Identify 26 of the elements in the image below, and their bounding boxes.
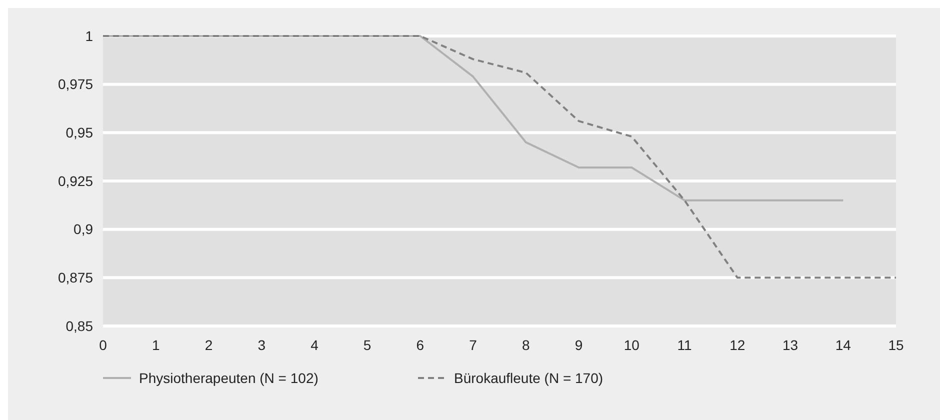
x-tick-label: 4 xyxy=(310,337,319,353)
x-tick-label: 12 xyxy=(730,337,746,353)
x-tick-label: 2 xyxy=(204,337,213,353)
x-tick-label: 0 xyxy=(99,337,108,353)
y-tick-label: 0,925 xyxy=(58,172,94,189)
x-tick-label: 15 xyxy=(888,337,904,353)
x-tick-label: 1 xyxy=(152,337,160,353)
legend-label: Physiotherapeuten (N = 102) xyxy=(139,370,318,386)
legend-label: Bürokaufleute (N = 170) xyxy=(454,370,604,386)
x-tick-label: 9 xyxy=(574,337,583,353)
y-tick-label: 0,975 xyxy=(58,76,94,92)
x-tick-label: 13 xyxy=(782,337,798,353)
x-tick-label: 14 xyxy=(835,337,852,353)
x-tick-label: 11 xyxy=(677,337,692,353)
x-tick-label: 8 xyxy=(522,337,530,353)
x-tick-label: 10 xyxy=(624,337,640,353)
y-tick-label: 0,9 xyxy=(74,221,94,238)
line-series xyxy=(102,35,897,279)
y-tick-label: 0,875 xyxy=(58,270,94,286)
y-tick-label: 1 xyxy=(85,28,94,44)
x-tick-label: 3 xyxy=(258,337,266,353)
y-tick-label: 0,95 xyxy=(66,124,94,141)
x-tick-label: 7 xyxy=(469,337,478,353)
y-tick-label: 0,85 xyxy=(66,318,94,334)
x-tick-label: 5 xyxy=(363,337,372,353)
x-tick-label: 6 xyxy=(416,337,424,353)
